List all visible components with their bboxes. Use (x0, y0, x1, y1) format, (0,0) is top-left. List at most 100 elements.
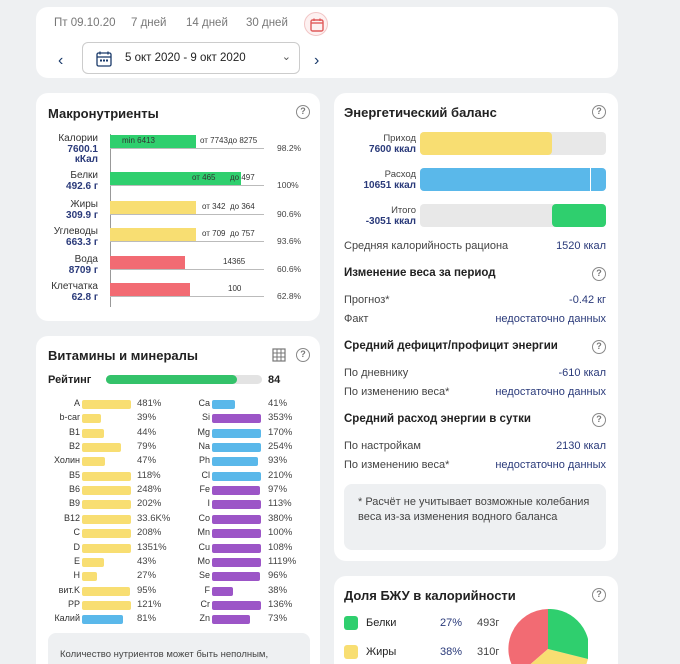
nutrient-name: D (73, 541, 81, 552)
range-14-days[interactable]: 14 дней (186, 17, 228, 29)
macro-bar: 14365 (110, 256, 264, 270)
energy-bar (420, 204, 606, 227)
range-today[interactable]: Пт 09.10.20 (54, 17, 116, 29)
bju-grams: 493г (477, 617, 500, 629)
nutrient-bar (212, 514, 261, 524)
nutrient-name: Zn (199, 613, 210, 624)
nutrient-name: Mo (197, 555, 210, 566)
nutrient-percent: 97% (268, 484, 288, 496)
bju-title: Доля БЖУ в калорийности (344, 588, 516, 603)
nutrient-percent: 96% (268, 570, 288, 582)
diary-label: По дневнику (344, 367, 409, 379)
macro-value: 7600.1 (67, 143, 98, 155)
nutrient-name: вит.K (58, 584, 80, 595)
weight-change-value-2: недостаточно данных (495, 459, 606, 471)
nutrient-percent: 44% (137, 426, 157, 438)
nutrient-percent: 254% (268, 441, 293, 453)
date-range-value: 5 окт 2020 - 9 окт 2020 (125, 52, 246, 64)
macro-name: Калории (58, 133, 98, 144)
next-period-button[interactable]: › (314, 52, 320, 69)
disclaimer-note: * Расчёт не учитывает возможные колебани… (344, 484, 606, 550)
weight-change-label-2: По изменению веса* (344, 459, 450, 471)
energy-bar-label: Расход 10651 ккал (334, 169, 416, 191)
pie-slice-protein (548, 609, 588, 659)
macro-bar-fill (110, 283, 191, 296)
nutrient-name: Ca (198, 398, 210, 408)
range-7-days[interactable]: 7 дней (131, 17, 167, 29)
energy-name: Итого (391, 205, 416, 216)
nutrient-bar (212, 400, 235, 409)
avg-calorie-label: Средняя калорийность рациона (344, 240, 509, 252)
macro-tick-label: от 7743 (200, 136, 228, 145)
nutrient-name: B1 (68, 426, 80, 437)
nutrient-bar (212, 443, 261, 453)
range-30-days[interactable]: 30 дней (246, 17, 288, 29)
nutrient-name: Холин (54, 455, 80, 466)
weight-change-row-2: По изменению веса* недостаточно данных (344, 459, 606, 471)
nutrient-percent: 95% (137, 584, 157, 596)
vitamins-minerals-card: Витамины и минералы ? Рейтинг 84 A 481% b-… (36, 336, 320, 664)
nutrient-percent: 121% (137, 598, 162, 610)
help-icon[interactable]: ? (592, 340, 606, 354)
nutrient-name: Se (198, 570, 210, 581)
nutrient-bar (82, 514, 131, 524)
nutrient-bar (82, 471, 131, 481)
macro-value: 492.6 г (66, 180, 98, 192)
calendar-button[interactable] (304, 12, 328, 36)
nutrient-percent: 73% (268, 613, 288, 625)
nutrient-percent: 208% (137, 527, 162, 539)
nutrient-bar (212, 414, 261, 424)
macro-tick-label: до 757 (230, 229, 255, 238)
nutrient-bar (82, 572, 97, 582)
macro-tick-label: 100 (228, 284, 242, 293)
nutrients-note-text: Количество нутриентов может быть неполны… (60, 649, 269, 660)
energy-bar-fill (420, 168, 606, 191)
bju-share-card: Доля БЖУ в калорийности ? Белки 27% 493г Жи… (334, 576, 618, 664)
macro-tick-label: от 342 (202, 202, 226, 211)
help-icon[interactable]: ? (592, 413, 606, 427)
daily-spend-title: Средний расход энергии в сутки (344, 413, 531, 425)
help-icon[interactable]: ? (592, 105, 606, 119)
macronutrients-card: Макронутриенты ? Калории 7600.1 кКал min 64… (36, 93, 320, 321)
table-view-icon[interactable] (272, 348, 286, 362)
nutrient-name: Cr (200, 598, 211, 609)
macro-value: 663.3 г (66, 236, 98, 248)
nutrient-bar (212, 543, 261, 553)
avg-calorie-value: 1520 ккал (556, 240, 606, 252)
nutrient-percent: 113% (268, 498, 292, 510)
nutrient-name: Na (198, 441, 210, 452)
rating-label: Рейтинг (48, 374, 92, 386)
calendar-icon (96, 51, 112, 67)
help-icon[interactable]: ? (592, 588, 606, 602)
macro-label-3: Углеводы 663.3 г (36, 226, 98, 248)
nutrient-bar (212, 557, 261, 567)
energy-bar-fill (420, 132, 553, 155)
settings-row: По настройкам 2130 ккал (344, 440, 606, 452)
macro-label-4: Вода 8709 г (36, 254, 98, 276)
nutrient-name: Ph (198, 455, 210, 466)
nutrient-name: Fe (199, 484, 210, 495)
help-icon[interactable]: ? (296, 105, 310, 119)
nutrient-bar (212, 615, 250, 625)
prev-period-button[interactable]: ‹ (58, 52, 64, 69)
nutrient-percent: 47% (137, 455, 157, 467)
nutrient-bar (82, 557, 104, 567)
diary-value: -610 ккал (558, 367, 606, 379)
macro-tick-label: от 465 (192, 173, 216, 182)
nutrient-name: Si (201, 412, 210, 423)
nutrient-name: B5 (68, 469, 80, 480)
nutrient-bar (212, 471, 261, 481)
macro-label-0: Калории 7600.1 кКал (36, 133, 98, 166)
macro-tick-label: min 6413 (122, 136, 155, 145)
nutrient-bar (82, 428, 104, 438)
help-icon[interactable]: ? (296, 348, 310, 362)
help-icon[interactable]: ? (592, 267, 606, 281)
nutrient-percent: 81% (137, 613, 157, 625)
nutrient-bar (82, 400, 131, 409)
macro-bar-fill (110, 135, 197, 148)
bju-name: Жиры (366, 646, 397, 658)
nutrient-bar (82, 600, 131, 610)
macro-tick-label: от 709 (202, 229, 226, 238)
macro-percent: 62.8% (277, 291, 302, 301)
date-range-select[interactable]: 5 окт 2020 - 9 окт 2020 ⌄ (82, 42, 300, 74)
